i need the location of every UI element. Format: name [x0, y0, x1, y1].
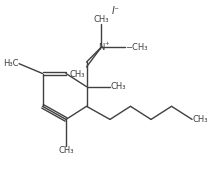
Text: −CH₃: −CH₃ [125, 43, 148, 52]
Text: CH₃: CH₃ [193, 115, 208, 124]
Text: CH₃: CH₃ [58, 147, 74, 156]
Text: H₃C: H₃C [3, 59, 18, 68]
Text: CH₃: CH₃ [70, 70, 85, 79]
Text: I⁻: I⁻ [112, 6, 120, 16]
Text: +: + [104, 41, 109, 46]
Text: CH₃: CH₃ [111, 82, 126, 91]
Text: N: N [98, 43, 104, 52]
Text: CH₃: CH₃ [94, 15, 109, 24]
